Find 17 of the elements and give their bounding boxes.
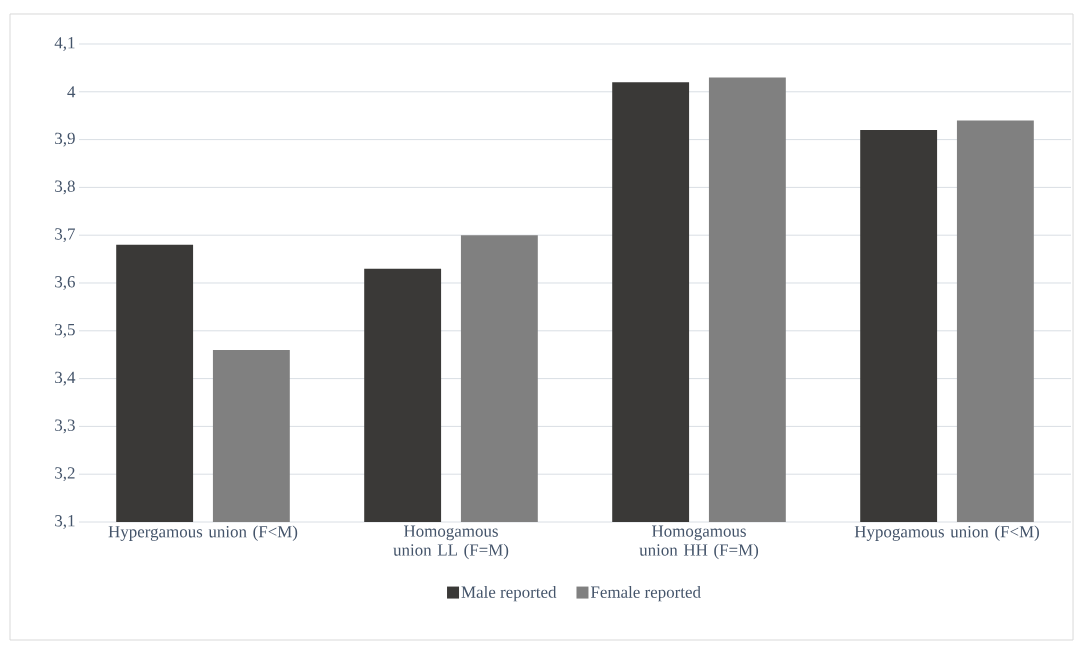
x-tick-label: Homogamous union HH (F=M) [639, 525, 759, 560]
y-tick-label: 4 [67, 86, 76, 98]
x-tick-label: Hypergamous union (F<M) [108, 525, 298, 541]
y-tick-label: 3,5 [55, 323, 75, 338]
y-tick-label: 3,7 [55, 228, 75, 243]
y-tick-label: 3,1 [55, 515, 75, 529]
y-tick-label: 3,2 [55, 467, 75, 482]
y-tick-label: 4,1 [54, 37, 75, 51]
y-tick-label: 3,9 [55, 132, 75, 147]
legend-label: Male reported [461, 585, 557, 602]
legend-label: Female reported [590, 585, 701, 602]
x-tick-label: Homogamous union LL (F=M) [393, 525, 509, 560]
y-tick-label: 3,4 [55, 371, 76, 386]
y-tick-label: 3,6 [55, 276, 75, 290]
y-tick-label: 3,3 [55, 419, 75, 434]
y-tick-label: 3,8 [55, 180, 75, 195]
x-tick-label: Hypogamous union (F<M) [854, 525, 1039, 541]
